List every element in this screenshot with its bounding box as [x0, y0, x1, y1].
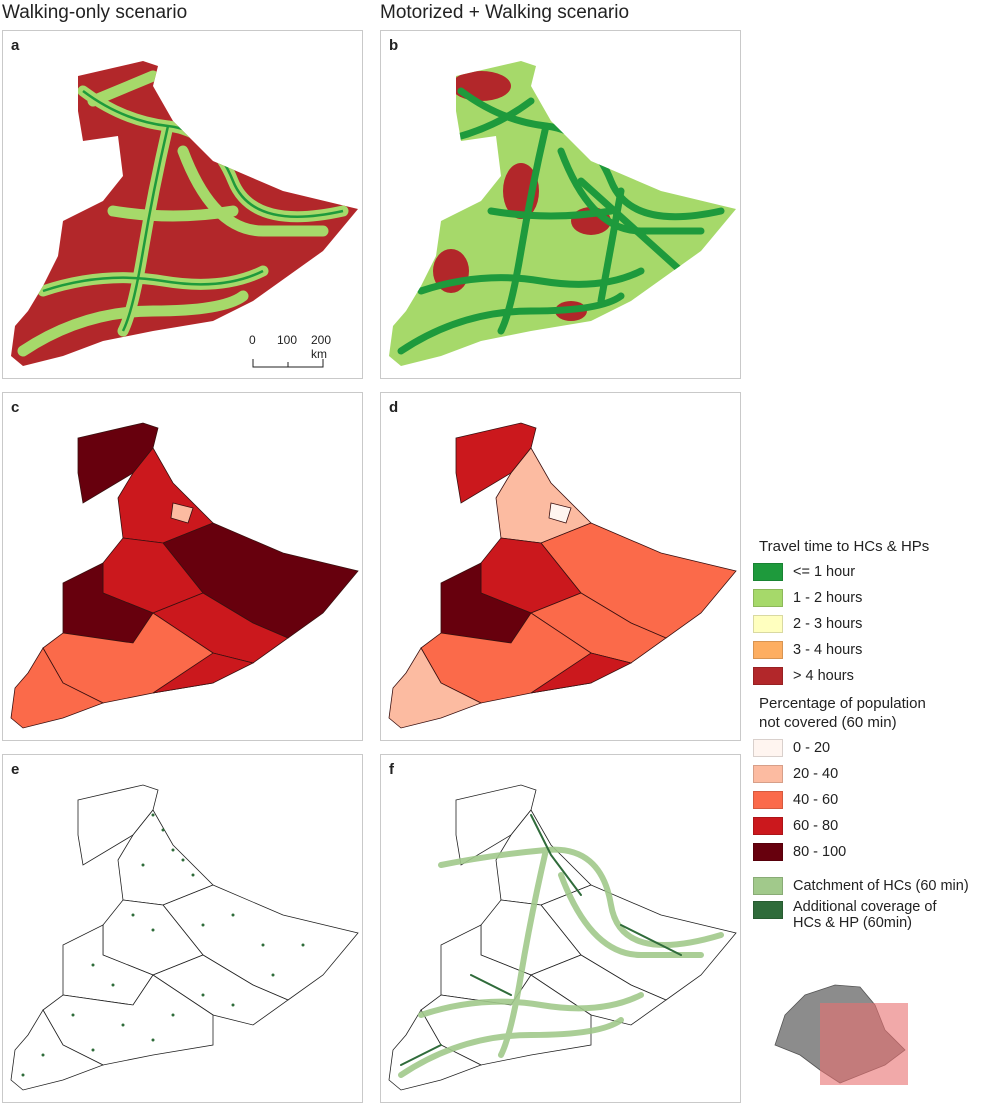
map-c-district — [152, 652, 255, 694]
legend-swatch — [753, 901, 783, 919]
legend-swatch — [753, 563, 783, 581]
legend-swatch — [753, 843, 783, 861]
panel-f-label: f — [389, 761, 394, 778]
legend-swatch — [753, 817, 783, 835]
legend-label-wrap: Additional coverage of HCs & HP (60min) — [793, 899, 937, 931]
scale-label-200: 200 km — [311, 333, 332, 361]
panel-a-walking-travel-time: a 0 100 200 km — [2, 30, 363, 379]
legend-label: 3 - 4 hours — [793, 642, 863, 658]
travel-item: 2 - 3 hours — [753, 611, 989, 637]
panel-e-label: e — [11, 761, 20, 778]
population-item: 20 - 40 — [753, 761, 989, 787]
population-item: 60 - 80 — [753, 813, 989, 839]
panel-d-motorized-population-not-covered: d — [380, 392, 741, 741]
scale-bar: 0 100 200 km — [243, 331, 335, 371]
legend-swatch — [753, 877, 783, 895]
travel-item: 1 - 2 hours — [753, 585, 989, 611]
legend-label: HCs & HP (60min) — [793, 915, 912, 931]
map-d-district — [388, 647, 482, 729]
travel-item: > 4 hours — [753, 663, 989, 689]
legend-label: 80 - 100 — [793, 844, 847, 860]
map-c — [10, 422, 359, 729]
legend-population-title-line1: Percentage of population — [759, 695, 926, 712]
legend-item-additional-coverage: Additional coverage of HCs & HP (60min) — [753, 899, 989, 931]
map-d-district — [548, 502, 572, 524]
legend-label: 1 - 2 hours — [793, 590, 863, 606]
panel-c-walking-population-not-covered: c — [2, 392, 363, 741]
legend-population-title-line2: not covered (60 min) — [759, 714, 897, 731]
legend-swatch — [753, 667, 783, 685]
legend-item-catchment: Catchment of HCs (60 min) — [753, 873, 989, 899]
locator-highlight-box — [820, 1003, 908, 1085]
legend-label: 2 - 3 hours — [793, 616, 863, 632]
legend: Travel time to HCs & HPs <= 1 hour 1 - 2 … — [753, 538, 989, 931]
map-f — [388, 784, 737, 1091]
right-column-title: Motorized + Walking scenario — [380, 2, 630, 23]
legend-swatch — [753, 589, 783, 607]
left-column-title: Walking-only scenario — [2, 2, 188, 23]
legend-swatch — [753, 791, 783, 809]
map-c-district — [170, 502, 194, 524]
map-e-district — [10, 1009, 104, 1091]
legend-travel-title: Travel time to HCs & HPs — [759, 538, 930, 555]
map-b — [389, 61, 736, 366]
panel-e-walking-coverage: e — [2, 754, 363, 1103]
panel-b-motorized-travel-time: b — [380, 30, 741, 379]
travel-item: 3 - 4 hours — [753, 637, 989, 663]
legend-label: > 4 hours — [793, 668, 854, 684]
map-a — [11, 61, 358, 366]
legend-label: 20 - 40 — [793, 766, 839, 782]
legend-label: 0 - 20 — [793, 740, 831, 756]
legend-label: 60 - 80 — [793, 818, 839, 834]
population-item: 40 - 60 — [753, 787, 989, 813]
panel-a-label: a — [11, 37, 20, 54]
panel-c-label: c — [11, 399, 20, 416]
legend-swatch — [753, 641, 783, 659]
population-item: 80 - 100 — [753, 839, 989, 865]
map-c-district — [10, 647, 104, 729]
legend-swatch — [753, 765, 783, 783]
legend-label: 40 - 60 — [793, 792, 839, 808]
map-d — [388, 422, 737, 729]
panel-d-label: d — [389, 399, 399, 416]
legend-label: <= 1 hour — [793, 564, 856, 580]
scale-label-0: 0 — [249, 333, 256, 347]
legend-swatch — [753, 739, 783, 757]
panel-f-motorized-coverage: f — [380, 754, 741, 1103]
locator-inset-map — [765, 975, 915, 1090]
map-e — [10, 784, 359, 1091]
panel-b-label: b — [389, 37, 399, 54]
map-d-district — [530, 652, 633, 694]
legend-swatch — [753, 615, 783, 633]
population-item: 0 - 20 — [753, 735, 989, 761]
scale-label-100: 100 — [277, 333, 298, 347]
legend-label: Catchment of HCs (60 min) — [793, 878, 969, 894]
legend-label: Additional coverage of — [793, 899, 937, 915]
travel-item: <= 1 hour — [753, 559, 989, 585]
